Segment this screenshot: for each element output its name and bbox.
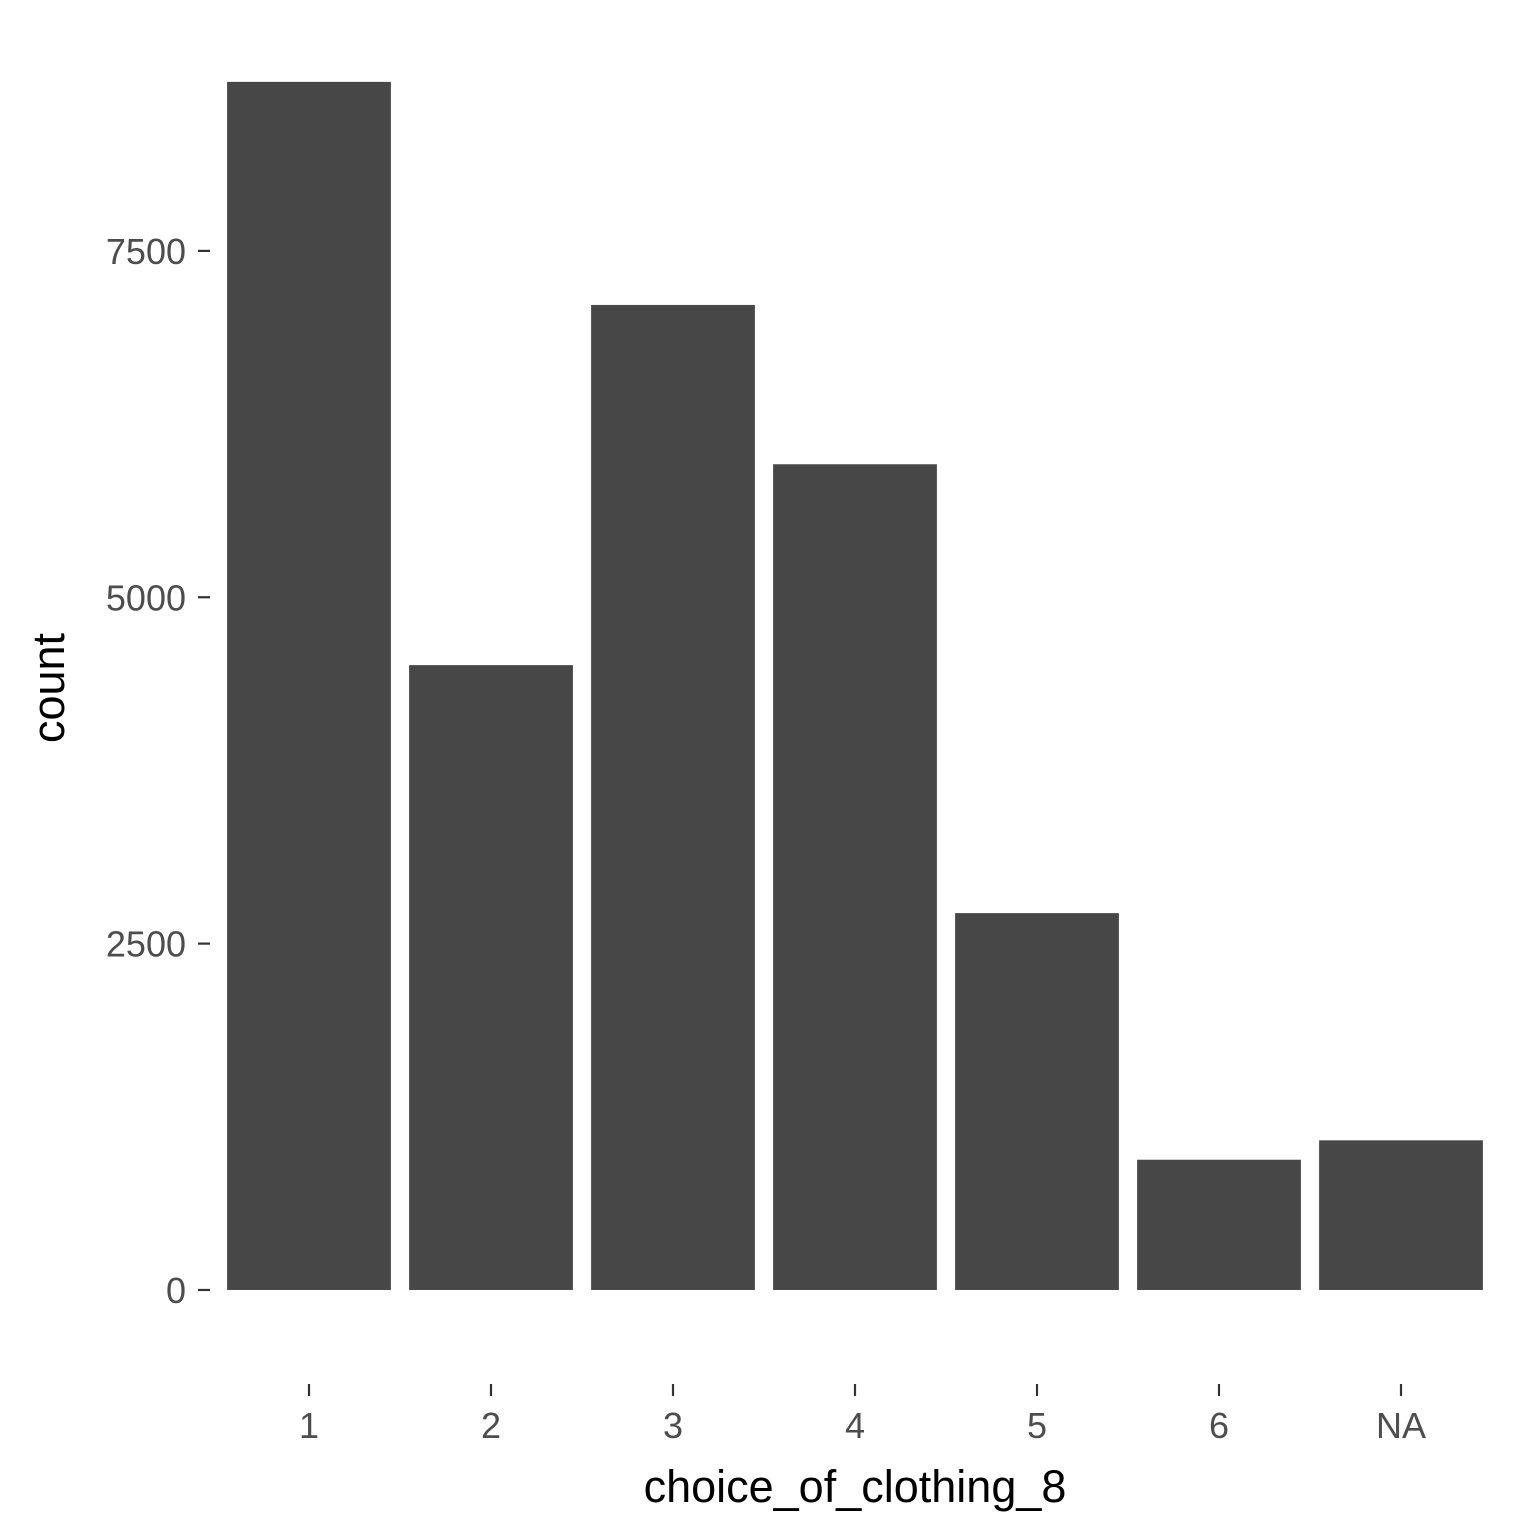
x-tick-label: 4 [845, 1405, 865, 1446]
x-tick-label: 5 [1027, 1405, 1047, 1446]
bar-na [1319, 1140, 1483, 1290]
bars-group [227, 81, 1483, 1290]
bar-5 [955, 913, 1119, 1290]
bar-2 [409, 665, 573, 1290]
y-tick-label: 7500 [106, 231, 186, 272]
bar-6 [1137, 1159, 1301, 1290]
bar-1 [227, 81, 391, 1290]
y-tick-label: 0 [166, 1270, 186, 1311]
y-tick-label: 2500 [106, 924, 186, 965]
x-tick-label: 1 [299, 1405, 319, 1446]
bar-4 [773, 464, 937, 1290]
x-tick-label: 2 [481, 1405, 501, 1446]
x-axis: 1 2 3 4 5 6 NA [299, 1384, 1426, 1446]
x-tick-label: 6 [1209, 1405, 1229, 1446]
x-tick-label: 3 [663, 1405, 683, 1446]
y-tick-label: 5000 [106, 577, 186, 618]
x-tick-label: NA [1376, 1405, 1426, 1446]
y-axis-title: count [23, 632, 74, 743]
bar-3 [591, 304, 755, 1290]
y-axis: 0 2500 5000 7500 [106, 231, 210, 1311]
x-axis-title: choice_of_clothing_8 [644, 1461, 1067, 1512]
